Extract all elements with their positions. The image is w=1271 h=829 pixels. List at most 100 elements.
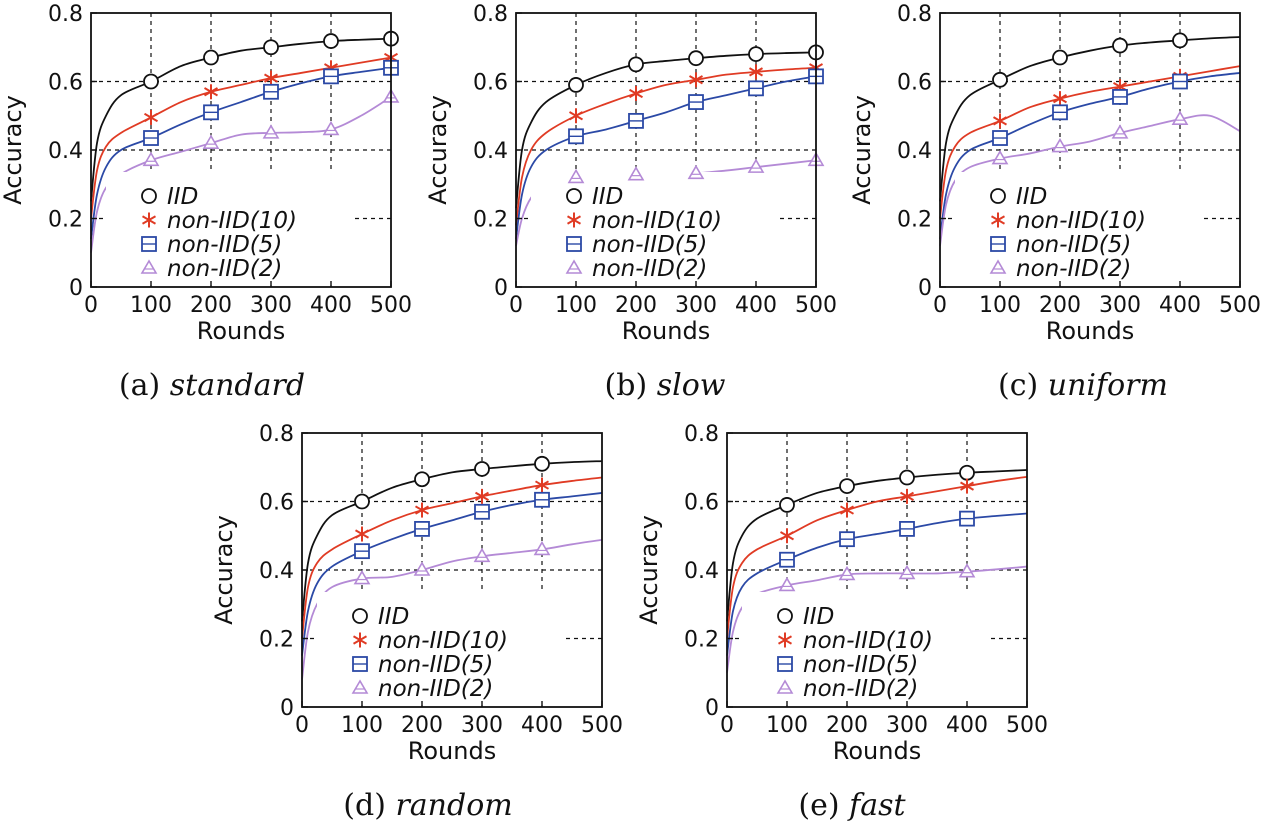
x-tick-label: 100 — [555, 293, 597, 318]
data-point — [354, 543, 370, 560]
legend-marker — [141, 188, 157, 204]
y-tick-label: 0.6 — [897, 71, 932, 96]
legend-entry-label: non-IID(2) — [803, 676, 918, 702]
data-point — [568, 128, 584, 145]
data-point — [569, 108, 583, 124]
y-tick-label: 0.8 — [48, 2, 83, 27]
data-point — [567, 168, 585, 184]
x-tick-label: 100 — [130, 293, 172, 318]
legend-marker — [990, 236, 1006, 252]
chart-panel: 0 100 200 300 400 500 0 0.2 0.4 0.6 0.8 Rounds Accur… — [0, 2, 412, 403]
x-axis-label: Rounds — [1046, 317, 1134, 345]
data-point — [203, 104, 219, 121]
data-point — [535, 477, 549, 493]
panel-caption: (d) random — [343, 788, 512, 823]
data-point — [534, 491, 550, 508]
data-point — [142, 151, 160, 167]
legend-marker — [778, 632, 792, 648]
data-point — [263, 83, 279, 100]
data-point — [687, 164, 705, 180]
data-point — [958, 563, 976, 578]
x-tick-label: 0 — [509, 293, 523, 318]
legend-marker — [565, 259, 583, 274]
y-tick-label: 0.2 — [48, 208, 83, 233]
data-point — [263, 39, 279, 56]
x-tick-label: 300 — [250, 293, 292, 318]
data-point — [533, 540, 551, 556]
data-point — [629, 85, 643, 101]
data-point — [323, 33, 339, 49]
legend-entry-label: IID — [378, 604, 409, 630]
y-tick-label: 0.8 — [473, 2, 508, 27]
data-point — [992, 130, 1008, 146]
caption-name: random — [395, 788, 512, 823]
x-tick-label: 400 — [946, 713, 988, 738]
legend-marker — [353, 632, 367, 648]
x-tick-label: 200 — [1039, 293, 1081, 318]
data-point — [748, 46, 764, 62]
panel-caption: (c) uniform — [998, 368, 1168, 403]
data-point — [688, 50, 704, 67]
legend-marker — [566, 236, 582, 252]
data-point — [747, 158, 765, 173]
data-point — [898, 564, 916, 580]
data-point — [840, 502, 854, 518]
data-point — [534, 455, 550, 472]
data-point — [779, 551, 795, 568]
x-tick-label: 300 — [886, 713, 928, 738]
x-tick-label: 200 — [401, 713, 443, 738]
x-axis-label: Rounds — [408, 737, 496, 765]
data-point — [353, 569, 371, 585]
x-tick-label: 0 — [84, 293, 98, 318]
data-point — [1112, 89, 1128, 105]
legend-marker — [777, 656, 793, 672]
y-tick-label: 0.4 — [684, 559, 719, 584]
data-point — [838, 565, 856, 581]
y-tick-label: 0 — [705, 696, 719, 721]
x-axis-label: Rounds — [622, 317, 710, 345]
legend-marker — [352, 608, 368, 624]
data-point — [899, 469, 915, 486]
data-point — [1111, 124, 1129, 139]
x-tick-label: 400 — [1159, 293, 1201, 318]
x-tick-label: 0 — [295, 713, 309, 738]
chart-panel: 0 100 200 300 400 500 0 0.2 0.4 0.6 0.8 Rounds Accur… — [424, 2, 837, 403]
y-tick-label: 0.8 — [897, 2, 932, 27]
x-tick-label: 500 — [370, 293, 412, 318]
legend-entry-label: non-IID(5) — [167, 232, 282, 258]
y-tick-label: 0.2 — [473, 208, 508, 233]
legend-entry-label: IID — [592, 184, 623, 210]
legend-marker — [989, 259, 1007, 274]
legend-entry-label: non-IID(5) — [1016, 232, 1131, 258]
y-tick-label: 0.6 — [473, 71, 508, 96]
legend-marker — [352, 656, 368, 672]
y-tick-label: 0.4 — [259, 559, 294, 584]
x-tick-label: 200 — [190, 293, 232, 318]
data-point — [202, 134, 220, 149]
y-tick-label: 0.8 — [259, 422, 294, 447]
y-axis-label: Accuracy — [848, 95, 876, 205]
y-tick-label: 0 — [280, 696, 294, 721]
legend-entry-label: non-IID(2) — [1016, 256, 1131, 282]
y-tick-label: 0 — [69, 276, 83, 301]
legend-marker — [140, 259, 158, 274]
data-point — [748, 80, 764, 97]
x-tick-label: 100 — [766, 713, 808, 738]
y-tick-label: 0 — [494, 276, 508, 301]
x-tick-label: 400 — [521, 713, 563, 738]
x-tick-label: 300 — [461, 713, 503, 738]
data-point — [628, 112, 644, 129]
x-tick-label: 300 — [675, 293, 717, 318]
x-tick-label: 0 — [720, 713, 734, 738]
data-point — [143, 73, 159, 90]
y-tick-label: 0 — [918, 276, 932, 301]
panel-caption: (b) slow — [605, 368, 726, 403]
data-point — [780, 528, 794, 544]
legend-entry-label: non-IID(10) — [378, 628, 508, 654]
panel-caption: (e) fast — [798, 788, 906, 823]
x-axis-label: Rounds — [197, 317, 285, 345]
x-tick-label: 500 — [795, 293, 837, 318]
data-point — [749, 64, 763, 80]
